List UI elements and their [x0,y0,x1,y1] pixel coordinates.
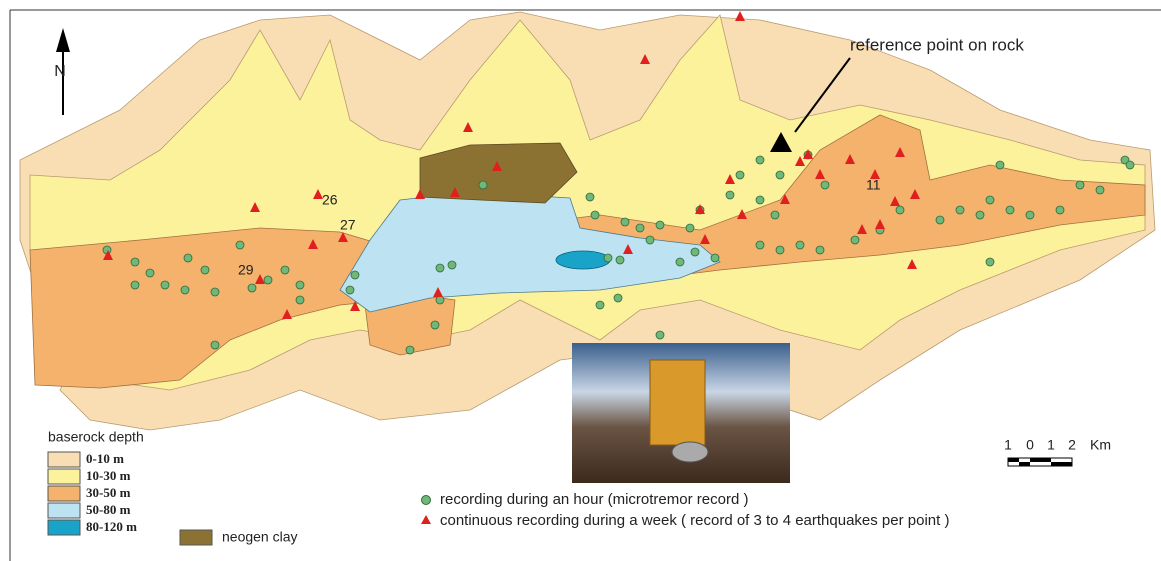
legend-label: 50-80 m [86,502,131,517]
microtremor-point [1006,206,1014,214]
microtremor-point [621,218,629,226]
scale-label: 0 [1026,437,1034,453]
scale-label: 1 [1047,437,1055,453]
microtremor-point [201,266,209,274]
microtremor-point [604,254,612,262]
microtremor-point [636,224,644,232]
microtremor-point [211,341,219,349]
microtremor-point [346,286,354,294]
legend-swatch [48,520,80,535]
site-label: 29 [238,262,254,278]
microtremor-point [711,254,719,262]
microtremor-point [406,346,414,354]
microtremor-point [1096,186,1104,194]
microtremor-point [296,296,304,304]
microtremor-point [976,211,984,219]
microtremor-point [431,321,439,329]
legend-swatch [48,452,80,467]
microtremor-point [1076,181,1084,189]
microtremor-point [161,281,169,289]
microtremor-point [1026,211,1034,219]
microtremor-point [264,276,272,284]
depth-80-120 [556,251,610,269]
microtremor-point [956,206,964,214]
scale-label: 1 [1004,437,1012,453]
legend-label: 30-50 m [86,485,131,500]
microtremor-point [686,224,694,232]
legend-label: neogen clay [222,529,298,545]
microtremor-point [756,156,764,164]
microtremor-point [996,161,1004,169]
microtremor-point [211,288,219,296]
microtremor-point [656,221,664,229]
north-label: N [54,63,66,80]
microtremor-point [726,191,734,199]
legend-title: baserock depth [48,429,144,445]
site-label: 26 [322,192,338,208]
microtremor-point [691,248,699,256]
microtremor-point [596,301,604,309]
microtremor-point [281,266,289,274]
microtremor-point [986,258,994,266]
legend-swatch [48,503,80,518]
site-label: 27 [340,217,356,233]
legend-label: recording during an hour (microtremor re… [440,491,748,508]
microtremor-point [448,261,456,269]
map: N reference point on rock 26 27 29 11 ba… [0,0,1161,561]
legend-marker [422,496,431,505]
legend-label: continuous recording during a week ( rec… [440,512,949,529]
legend-swatch [180,530,212,545]
photo-device [650,360,705,445]
microtremor-point [656,331,664,339]
microtremor-point [816,246,824,254]
microtremor-point [614,294,622,302]
microtremor-point [181,286,189,294]
microtremor-point [776,246,784,254]
legend-label: 10-30 m [86,468,131,483]
microtremor-point [986,196,994,204]
microtremor-point [796,241,804,249]
scale-bar [1008,458,1072,466]
microtremor-point [756,241,764,249]
microtremor-point [436,264,444,272]
microtremor-point [131,258,139,266]
legend-swatch [48,486,80,501]
photo-sensor [672,442,708,462]
microtremor-point [646,236,654,244]
microtremor-point [146,269,154,277]
microtremor-point [851,236,859,244]
microtremor-point [1126,161,1134,169]
scale-label: 2 [1068,437,1076,453]
microtremor-point [436,296,444,304]
microtremor-point [616,256,624,264]
microtremor-point [776,171,784,179]
microtremor-point [936,216,944,224]
neogen-clay [420,143,577,203]
microtremor-point [756,196,764,204]
legend-label: 80-120 m [86,519,137,534]
microtremor-point [1056,206,1064,214]
microtremor-point [771,211,779,219]
legend-swatch [48,469,80,484]
microtremor-point [586,193,594,201]
microtremor-point [821,181,829,189]
microtremor-point [296,281,304,289]
legend-label: 0-10 m [86,451,124,466]
microtremor-point [351,271,359,279]
microtremor-point [131,281,139,289]
microtremor-point [736,171,744,179]
microtremor-point [248,284,256,292]
scale-unit: Km [1090,437,1111,453]
microtremor-point [676,258,684,266]
reference-label: reference point on rock [850,35,1024,54]
microtremor-point [479,181,487,189]
microtremor-point [184,254,192,262]
site-label: 11 [866,177,881,193]
microtremor-point [896,206,904,214]
microtremor-point [591,211,599,219]
microtremor-point [236,241,244,249]
